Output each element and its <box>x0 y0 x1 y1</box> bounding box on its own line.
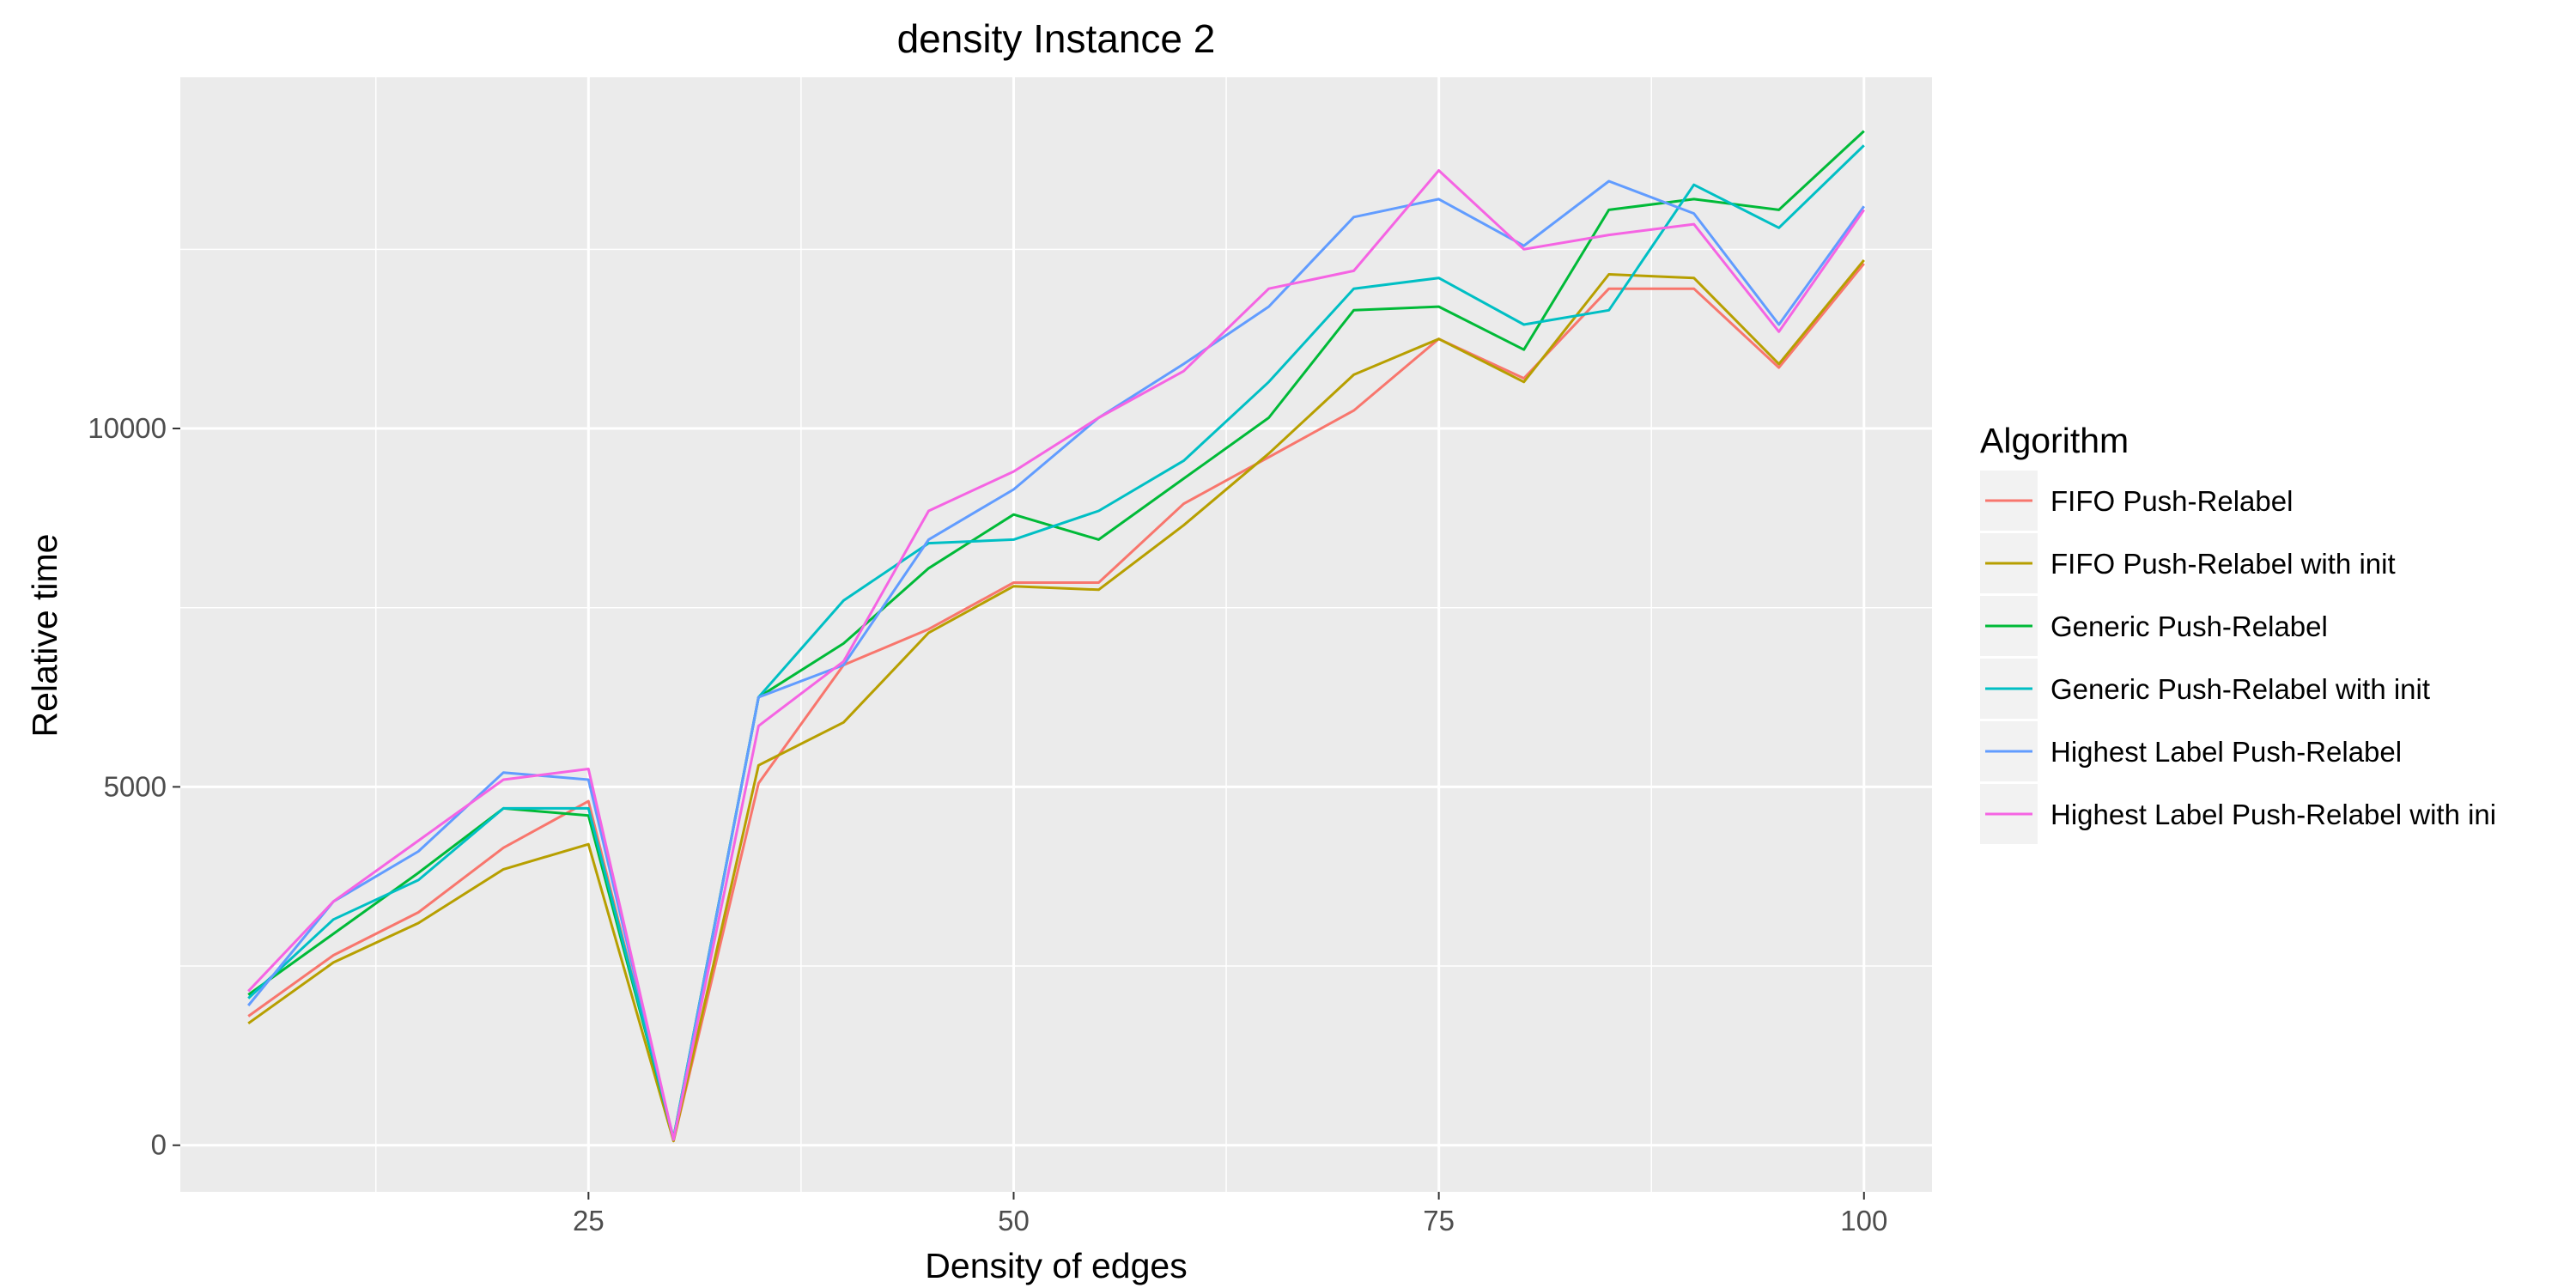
legend: Algorithm FIFO Push-Relabel FIFO Push-Rel… <box>1980 421 2496 844</box>
legend-label: Generic Push-Relabel <box>2050 611 2328 642</box>
x-tick-label: 50 <box>998 1205 1030 1236</box>
y-axis-ticks: 0 5000 10000 <box>88 412 180 1161</box>
series-lines <box>247 130 1866 1143</box>
y-tick-label: 10000 <box>88 412 167 444</box>
x-axis-title: Density of edges <box>925 1246 1187 1285</box>
x-tick-label: 75 <box>1423 1205 1455 1236</box>
gridlines <box>180 77 1932 1192</box>
y-tick-label: 5000 <box>104 770 167 802</box>
series-line <box>247 179 1866 1141</box>
legend-label: FIFO Push-Relabel <box>2050 485 2293 517</box>
y-axis-title: Relative time <box>25 534 64 738</box>
series-line <box>247 263 1865 1143</box>
legend-title: Algorithm <box>1980 421 2129 460</box>
x-tick-label: 100 <box>1840 1205 1887 1236</box>
plot-panel <box>180 77 1932 1192</box>
series-line <box>247 258 1865 1143</box>
series-line <box>247 169 1866 1141</box>
y-tick-label: 0 <box>151 1129 167 1161</box>
legend-label: Generic Push-Relabel with init <box>2050 673 2430 705</box>
x-axis-ticks: 25 50 75 100 <box>573 1192 1887 1236</box>
legend-label: Highest Label Push-Relabel <box>2050 736 2402 768</box>
legend-label: FIFO Push-Relabel with init <box>2050 548 2396 580</box>
x-tick-label: 25 <box>573 1205 605 1236</box>
series-line <box>247 144 1865 1139</box>
chart-title: density Instance 2 <box>897 16 1216 61</box>
legend-label: Highest Label Push-Relabel with ini <box>2050 799 2496 830</box>
